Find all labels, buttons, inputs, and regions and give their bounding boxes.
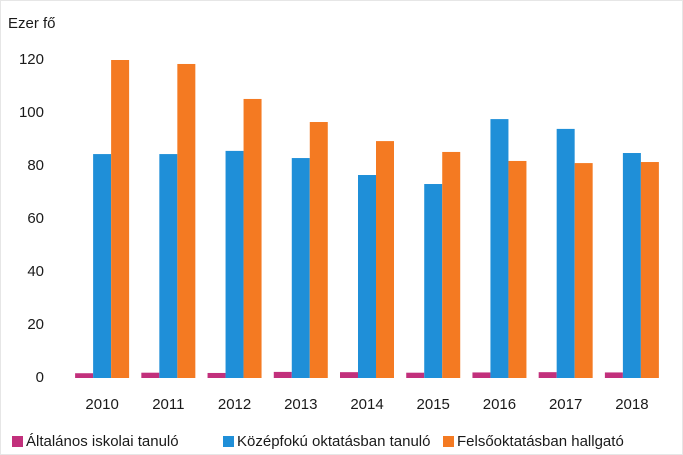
y-tick-label: 100 (19, 104, 44, 121)
bar (640, 162, 659, 378)
y-tick-label: 120 (19, 51, 44, 68)
bar (291, 158, 310, 378)
legend-swatch (12, 436, 23, 447)
bar (225, 150, 244, 378)
legend-label: Általános iskolai tanuló (26, 433, 179, 450)
y-axis-label: Ezer fő (8, 15, 56, 32)
bar (159, 154, 178, 378)
bar (406, 372, 425, 378)
bar (141, 372, 160, 378)
x-tick-label: 2012 (218, 396, 251, 413)
bar (243, 98, 262, 378)
y-tick-label: 0 (36, 369, 44, 386)
x-tick-label: 2017 (549, 396, 582, 413)
bar (442, 151, 461, 378)
bar (556, 128, 575, 378)
bar (111, 60, 130, 378)
legend-swatch (443, 436, 454, 447)
x-tick-label: 2016 (483, 396, 516, 413)
x-tick-label: 2018 (615, 396, 648, 413)
bar (376, 141, 394, 378)
bar (177, 63, 196, 378)
y-tick-label: 40 (27, 263, 44, 280)
x-tick-label: 2010 (85, 396, 118, 413)
x-tick-label: 2011 (152, 396, 184, 413)
x-tick-label: 2015 (417, 396, 450, 413)
bar (309, 122, 328, 378)
x-tick-label: 2014 (350, 396, 383, 413)
bar (472, 372, 491, 378)
bar (207, 372, 226, 378)
bar (574, 163, 593, 378)
bar (273, 371, 292, 378)
bar (75, 373, 94, 378)
bar (622, 153, 641, 378)
bar (93, 154, 112, 378)
y-tick-label: 80 (27, 157, 44, 174)
bar (604, 372, 623, 378)
x-tick-label: 2013 (284, 396, 317, 413)
bar (424, 184, 443, 378)
legend-label: Középfokú oktatásban tanuló (237, 433, 430, 450)
y-tick-label: 20 (27, 316, 44, 333)
bar (358, 175, 376, 378)
bar (340, 372, 358, 378)
bar (508, 160, 527, 378)
legend-swatch (223, 436, 234, 447)
bar (538, 372, 557, 378)
y-tick-label: 60 (27, 210, 44, 227)
bar (490, 119, 509, 378)
legend-label: Felsőoktatásban hallgató (457, 433, 624, 450)
